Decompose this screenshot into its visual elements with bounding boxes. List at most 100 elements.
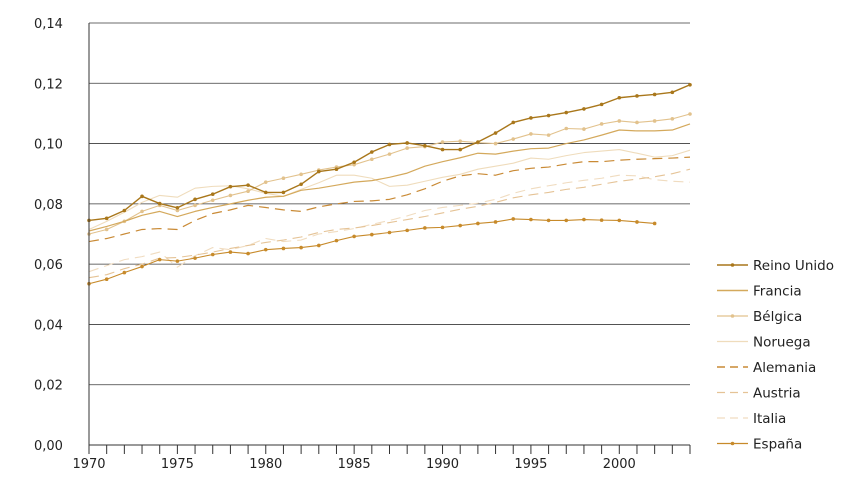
x-tick-label: 1975: [161, 457, 194, 472]
data-point: [193, 256, 197, 260]
data-point: [193, 197, 197, 202]
data-point: [210, 198, 215, 203]
series-reino-unido: [87, 82, 692, 223]
x-tick-label: 2000: [603, 457, 636, 472]
x-tick-label: 1995: [514, 457, 547, 472]
data-point: [440, 140, 445, 144]
series-italia: [88, 174, 691, 273]
series-line: [88, 174, 691, 273]
data-point: [405, 228, 409, 233]
data-point: [281, 176, 286, 181]
data-point: [476, 221, 480, 226]
grid-lines: [89, 22, 690, 386]
x-tick-label: 1990: [426, 457, 459, 472]
data-point: [652, 119, 657, 123]
data-point: [493, 131, 498, 135]
data-point: [511, 137, 516, 141]
y-axis-ticks: 0,00 0,02 0,04 0,06 0,08 0,10 0,12 0,14: [34, 17, 63, 454]
data-point: [157, 257, 162, 262]
data-point: [458, 147, 463, 152]
series-line: [88, 156, 691, 243]
legend-label: Bélgica: [753, 309, 802, 325]
data-point: [511, 120, 516, 125]
x-tick-label: 1970: [72, 457, 105, 472]
data-point: [652, 221, 657, 226]
data-point: [281, 190, 286, 195]
data-point: [281, 246, 286, 251]
data-point: [193, 203, 197, 208]
data-point: [175, 205, 180, 210]
data-point: [582, 217, 586, 222]
y-tick-label: 0,10: [34, 138, 63, 153]
data-point: [688, 82, 692, 87]
data-point: [210, 192, 215, 197]
data-point: [228, 250, 233, 254]
data-point: [104, 277, 109, 282]
data-point: [157, 201, 162, 206]
data-point: [370, 157, 374, 162]
data-point: [423, 143, 427, 148]
data-point: [635, 220, 639, 224]
y-tick-label: 0,02: [34, 379, 63, 394]
data-point: [370, 150, 374, 154]
data-point: [617, 119, 622, 123]
data-point: [511, 217, 516, 221]
data-point: [493, 141, 498, 146]
data-point: [564, 110, 569, 115]
data-point: [104, 216, 109, 221]
data-point: [493, 220, 498, 224]
series-alemania: [88, 156, 691, 243]
legend: Reino Unido Francia Bélgica Noruega Alemania…: [717, 258, 834, 453]
data-point: [458, 223, 463, 228]
series-line: [88, 123, 691, 232]
data-point: [140, 209, 144, 214]
data-point: [476, 140, 480, 144]
data-point: [546, 133, 551, 137]
data-point: [546, 218, 551, 223]
data-point: [670, 117, 675, 121]
data-point: [423, 226, 427, 230]
data-point: [246, 251, 250, 256]
series-francia: [88, 123, 691, 232]
data-point: [246, 183, 250, 187]
x-axis-ticks: 1970 1975 1980 1985 1990 1995 2000: [72, 445, 691, 472]
data-point: [617, 218, 622, 223]
data-point: [387, 152, 392, 156]
series-noruega: [88, 149, 691, 230]
data-point: [228, 193, 233, 198]
data-point: [334, 238, 339, 243]
data-point: [299, 182, 303, 187]
data-point: [352, 160, 356, 165]
data-point: [387, 142, 392, 147]
data-point: [210, 252, 215, 257]
legend-label: Noruega: [753, 335, 811, 351]
data-point: [440, 147, 445, 152]
data-point: [175, 208, 180, 213]
y-tick-label: 0,12: [34, 77, 63, 92]
x-tick-label: 1985: [338, 457, 371, 472]
data-point: [617, 95, 622, 100]
data-point: [175, 259, 180, 263]
data-point: [387, 230, 392, 235]
data-point: [458, 139, 463, 143]
data-point: [299, 172, 303, 177]
data-point: [440, 225, 445, 230]
data-point: [122, 208, 127, 213]
data-point: [263, 180, 268, 184]
data-point: [635, 94, 639, 98]
data-point: [299, 245, 303, 250]
series-austria: [88, 168, 691, 279]
series-line: [88, 168, 691, 279]
y-tick-label: 0,00: [34, 439, 63, 454]
data-point: [635, 120, 639, 125]
data-point: [564, 218, 569, 223]
legend-label: Francia: [753, 284, 802, 300]
legend-marker: [730, 263, 735, 267]
legend-marker: [730, 441, 735, 446]
legend-label: Austria: [753, 386, 801, 402]
series-españa: [87, 217, 657, 286]
data-point: [564, 126, 569, 131]
data-point: [316, 169, 321, 174]
data-point: [122, 270, 127, 275]
data-point: [140, 194, 144, 199]
